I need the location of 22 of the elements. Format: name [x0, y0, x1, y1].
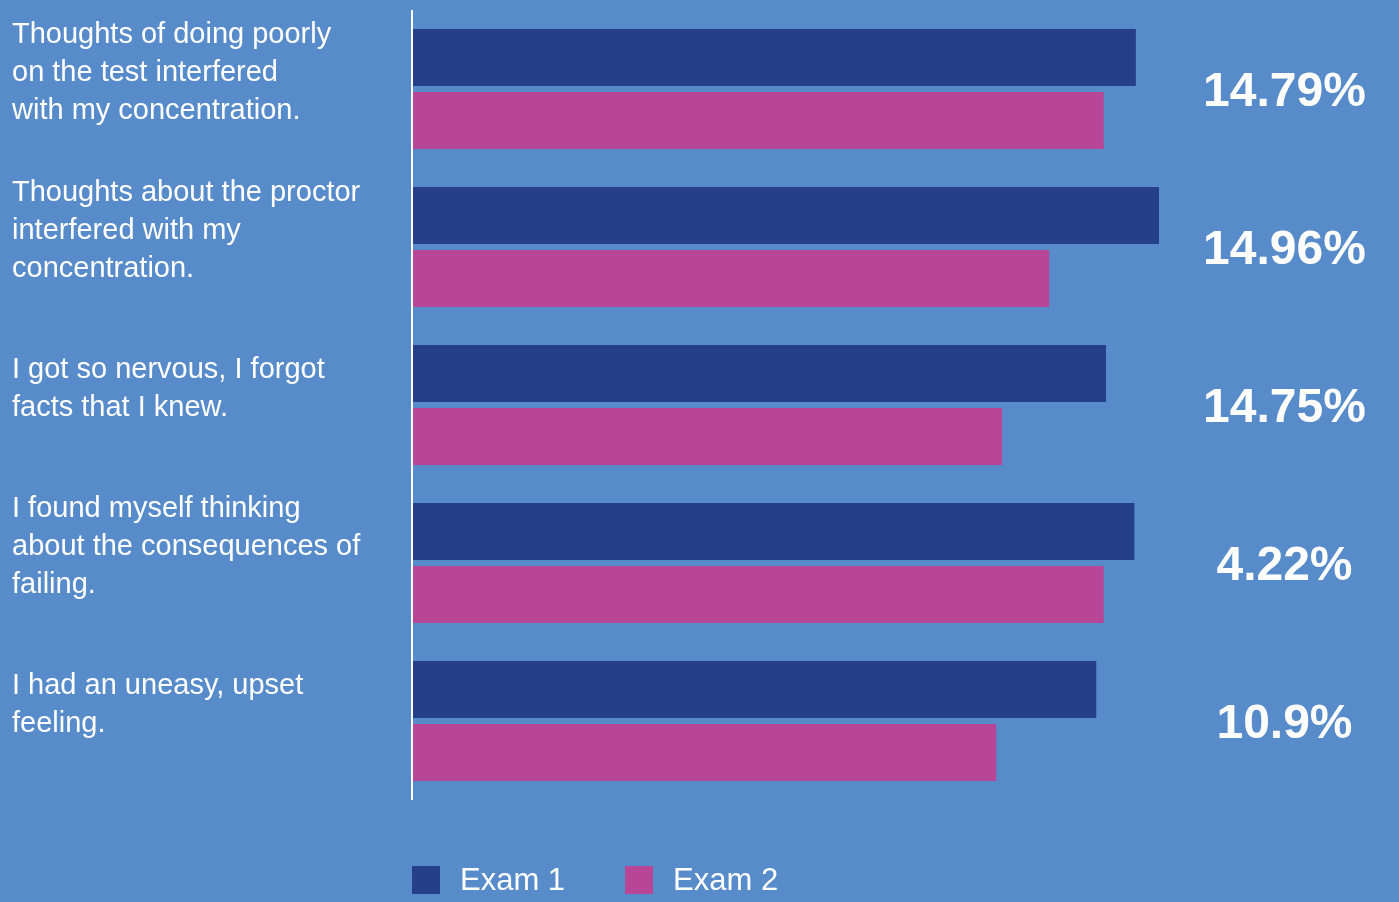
legend-label: Exam 1	[460, 862, 566, 898]
text: 14.75%	[1202, 377, 1367, 434]
text: 14.79%	[1202, 61, 1367, 118]
bar	[412, 502, 1135, 560]
bar	[412, 660, 1097, 718]
bar	[412, 723, 997, 781]
bar	[412, 249, 1050, 307]
bar	[412, 91, 1104, 149]
text: 10.9%	[1215, 693, 1354, 750]
bar	[412, 344, 1106, 402]
y-tick-label: Thoughts of doing poorly on the test interfered with my concentration.	[11, 17, 332, 125]
legend-label: Exam 2	[673, 862, 779, 898]
bar	[412, 407, 1003, 465]
bar	[412, 186, 1159, 244]
y-tick-label: I got so nervous, I forgot facts that I knew.	[12, 352, 325, 422]
bar	[412, 28, 1136, 86]
text: 4.22%	[1215, 535, 1354, 592]
y-tick-label: Thoughts about the proctor interfered with my concentration.	[12, 175, 361, 283]
text: 14.96%	[1202, 219, 1367, 276]
bar	[412, 565, 1104, 623]
y-tick-label: I found myself thinking about the consequences of failing.	[12, 491, 362, 599]
y-tick-label: I had an uneasy, upset feeling.	[12, 668, 304, 738]
